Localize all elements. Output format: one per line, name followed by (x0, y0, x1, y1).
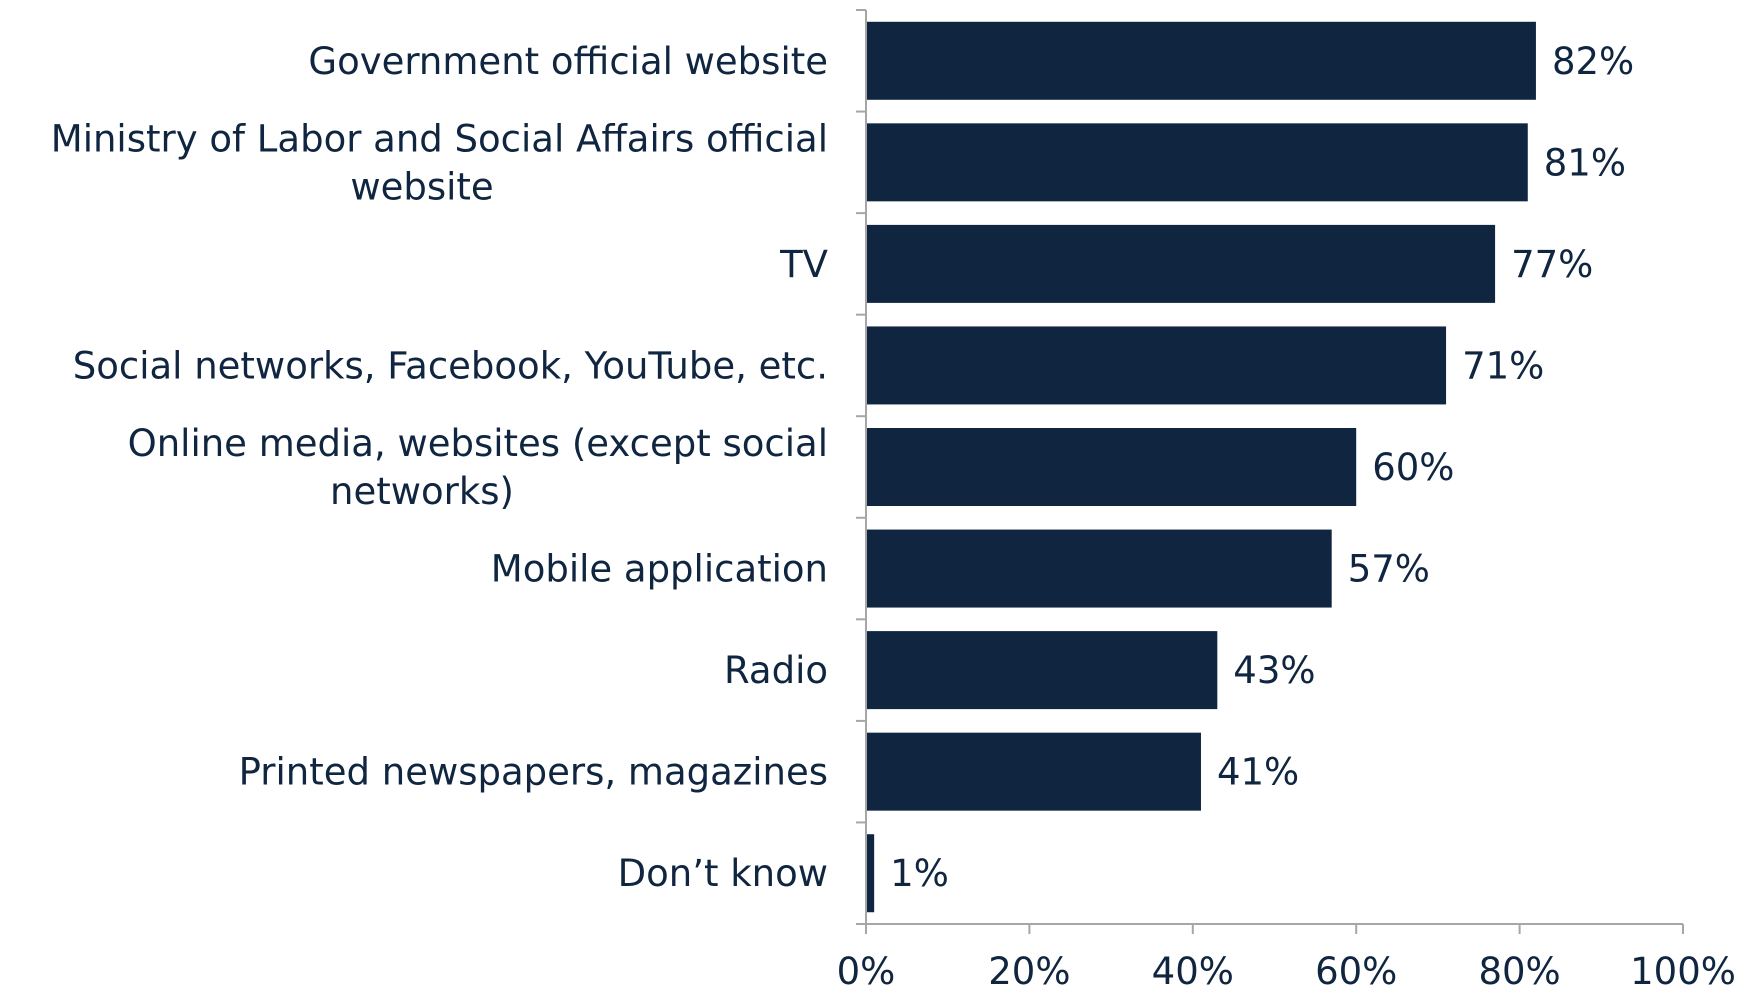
x-tick-label-1: 20% (988, 950, 1070, 993)
value-label-8: 41% (1217, 751, 1299, 794)
category-label-9: Don’t know (618, 852, 828, 895)
x-tick-label-2: 40% (1152, 950, 1234, 993)
bar-1 (866, 21, 1536, 100)
bar-5 (866, 428, 1357, 506)
value-label-5: 60% (1372, 446, 1454, 489)
category-labels-group: Government official website Ministry of L… (51, 40, 828, 895)
bar-2 (866, 123, 1528, 202)
value-label-2: 81% (1544, 141, 1626, 184)
category-label-5: Online media, websites (except social net… (128, 422, 828, 513)
value-label-9: 1% (890, 852, 949, 895)
value-label-7: 43% (1233, 649, 1315, 692)
category-label-3: TV (779, 243, 828, 286)
bar-6 (866, 529, 1332, 608)
bar-8 (866, 732, 1201, 811)
value-label-4: 71% (1462, 344, 1544, 387)
bars-group (866, 21, 1536, 913)
value-label-3: 77% (1511, 243, 1593, 286)
category-label-2: Ministry of Labor and Social Affairs off… (51, 117, 828, 208)
x-tick-label-4: 80% (1478, 950, 1560, 993)
tick-labels-group: 0% 20% 40% 60% 80% 100% (837, 950, 1736, 993)
category-label-6: Mobile application (491, 548, 828, 591)
bar-4 (866, 326, 1447, 405)
bar-9 (866, 834, 875, 913)
category-label-1: Government official website (308, 40, 828, 83)
value-labels-group: 82% 81% 77% 71% 60% 57% 43% 41% 1% (890, 40, 1634, 895)
x-tick-label-3: 60% (1315, 950, 1397, 993)
bar-3 (866, 224, 1496, 303)
bar-7 (866, 631, 1218, 710)
x-tick-label-0: 0% (837, 950, 896, 993)
x-tick-label-5: 100% (1630, 950, 1736, 993)
category-label-7: Radio (724, 649, 828, 692)
category-label-4: Social networks, Facebook, YouTube, etc. (73, 344, 828, 387)
value-label-1: 82% (1552, 40, 1634, 83)
value-label-6: 57% (1348, 548, 1430, 591)
axes-group (856, 9, 1684, 934)
category-label-8: Printed newspapers, magazines (239, 751, 828, 794)
